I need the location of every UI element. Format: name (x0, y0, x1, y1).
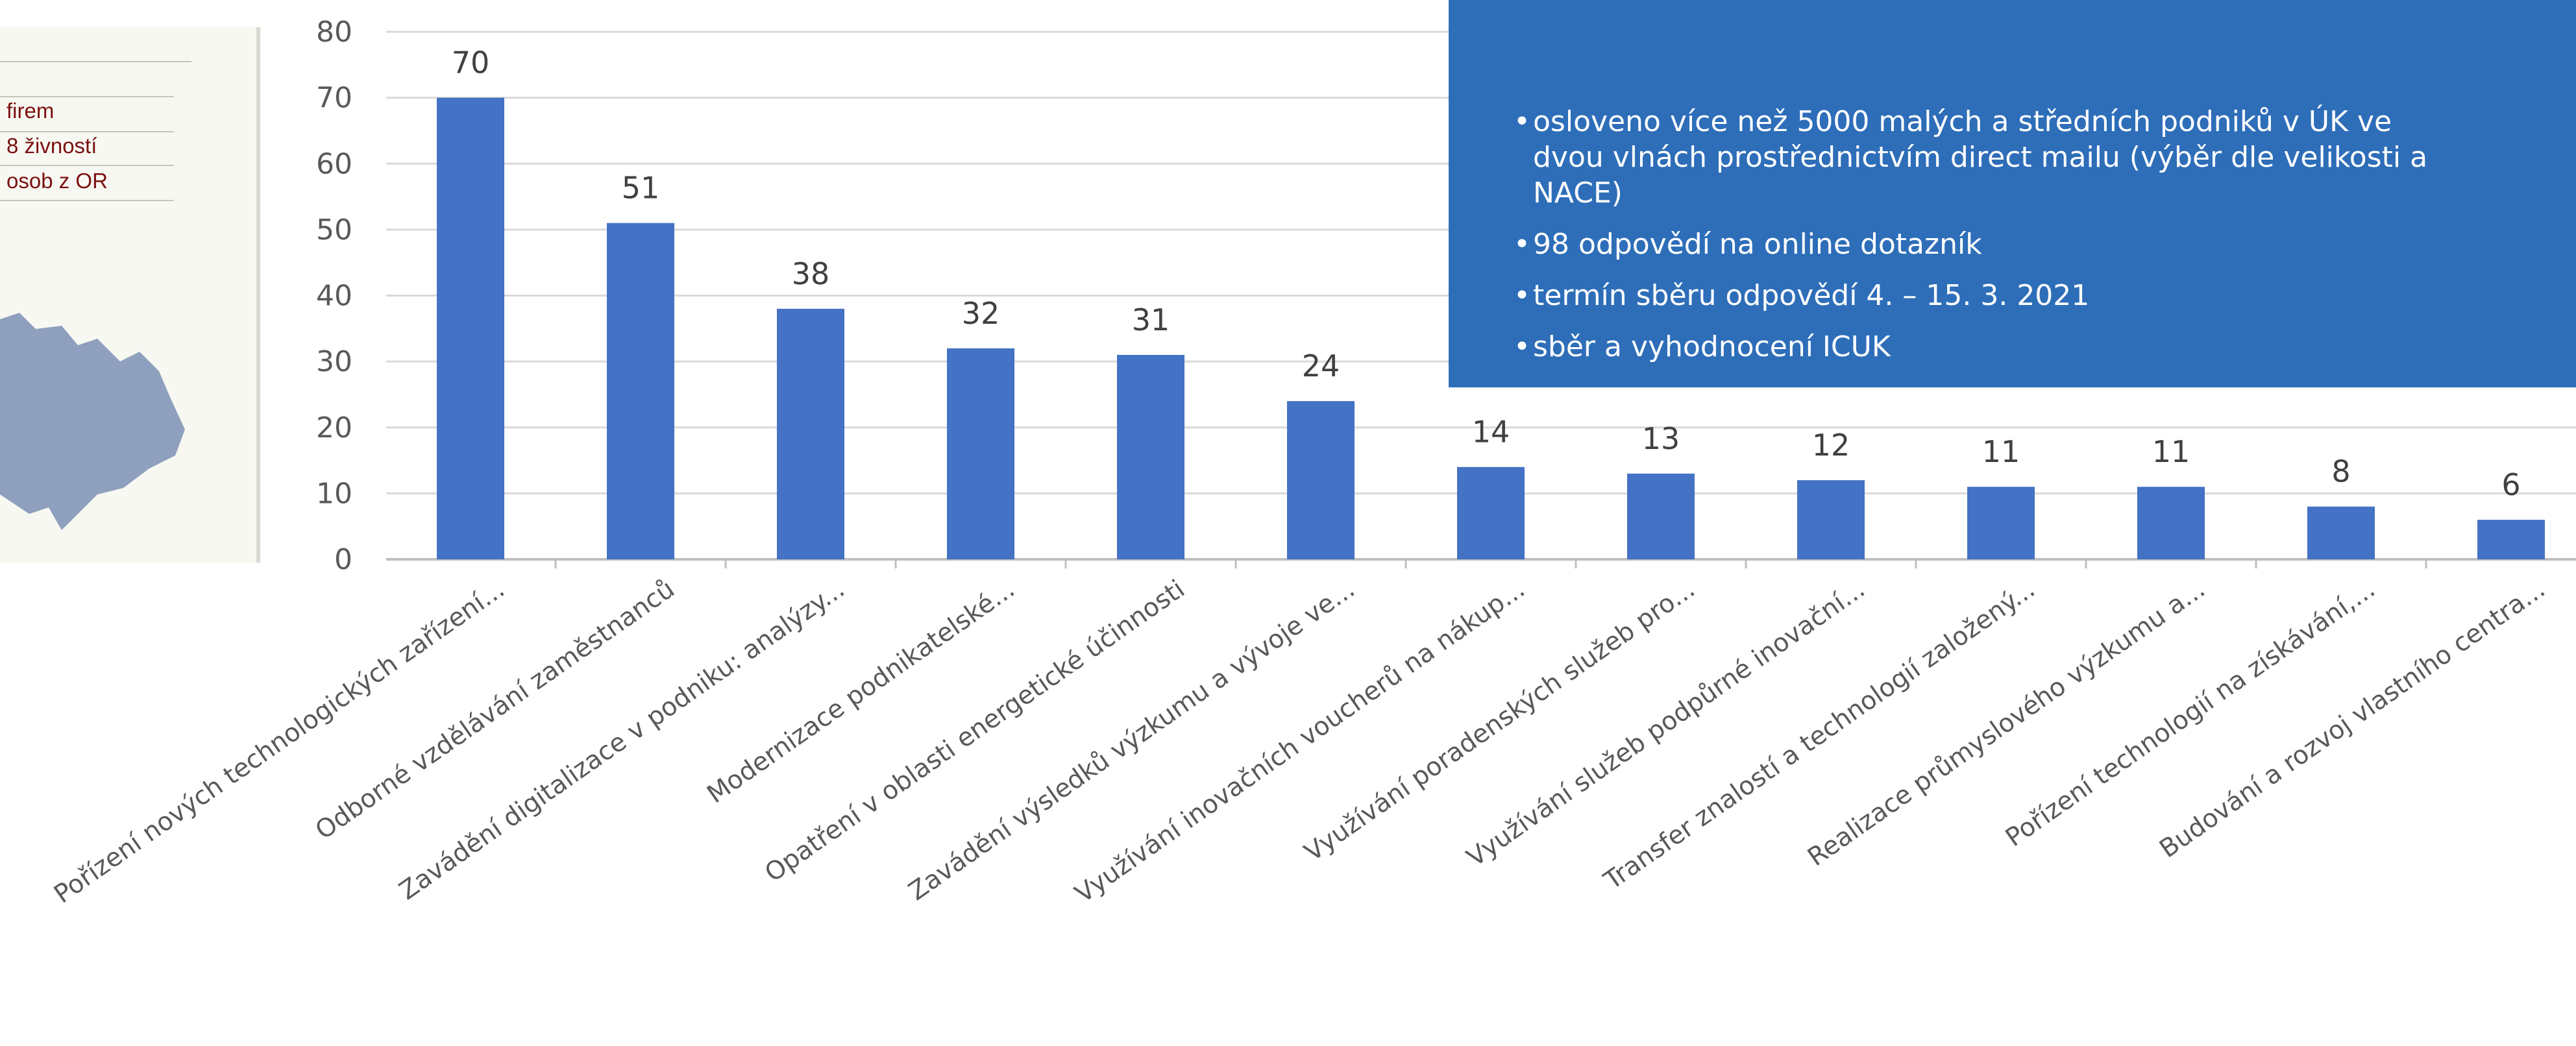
y-tick-label: 80 (316, 16, 352, 49)
data-label: 70 (452, 45, 490, 80)
bar (1457, 467, 1525, 559)
bar (777, 308, 844, 559)
data-label: 8 (2331, 454, 2350, 489)
bar (2307, 506, 2375, 559)
y-tick-label: 50 (316, 213, 352, 247)
data-label: 11 (1982, 434, 2020, 469)
category-label: Odborné vzdělávání zaměstnanců (310, 574, 680, 845)
info-bullet: termín sběru odpovědí 4. – 15. 3. 2021 (1514, 278, 2455, 313)
category-label: Modernizace podnikatelské... (702, 574, 1020, 809)
info-box: osloveno více než 5000 malých a středníc… (1449, 0, 2576, 387)
data-label: 31 (1132, 302, 1170, 337)
y-tick-label: 70 (316, 82, 352, 115)
info-bullet: sběr a vyhodnocení ICUK (1514, 329, 2455, 365)
bar (947, 348, 1014, 559)
info-bullet: osloveno více než 5000 malých a středníc… (1514, 104, 2455, 211)
bar (1967, 487, 2035, 559)
divider (0, 61, 191, 62)
data-label: 24 (1302, 348, 1340, 383)
bar (607, 223, 674, 559)
bar (1627, 473, 1695, 559)
data-label: 12 (1812, 428, 1850, 463)
y-tick-label: 20 (316, 411, 352, 444)
data-label: 38 (792, 256, 830, 291)
data-label: 6 (2501, 467, 2520, 502)
data-label: 11 (2152, 434, 2190, 469)
divider (0, 131, 174, 132)
left-sidebar-panel: firem 8 živností osob z OR (0, 27, 260, 563)
bar (2137, 487, 2205, 559)
y-tick-label: 60 (316, 147, 352, 180)
sidebar-text-firms: firem (6, 99, 55, 123)
bar (437, 97, 504, 559)
bar (2477, 520, 2545, 559)
y-tick-label: 40 (316, 280, 352, 313)
data-label: 13 (1642, 421, 1680, 456)
data-label: 32 (962, 296, 1000, 331)
y-tick-label: 0 (334, 543, 352, 576)
y-tick-label: 30 (316, 345, 352, 378)
bar (1117, 354, 1184, 559)
divider (0, 96, 174, 97)
bar (1287, 401, 1355, 559)
sidebar-text-trades: 8 živností (6, 134, 97, 158)
y-tick-label: 10 (316, 477, 352, 510)
czech-map-icon (0, 313, 185, 530)
data-label: 14 (1472, 415, 1510, 450)
info-bullet-list: osloveno více než 5000 malých a středníc… (1514, 104, 2455, 380)
divider (0, 165, 174, 166)
data-label: 51 (622, 171, 660, 206)
info-bullet: 98 odpovědí na online dotazník (1514, 226, 2455, 262)
sidebar-text-persons: osob z OR (6, 169, 108, 193)
category-label: Pořízení technologií na získávání,... (2000, 574, 2381, 853)
bar (1797, 480, 1865, 559)
divider (0, 200, 174, 201)
